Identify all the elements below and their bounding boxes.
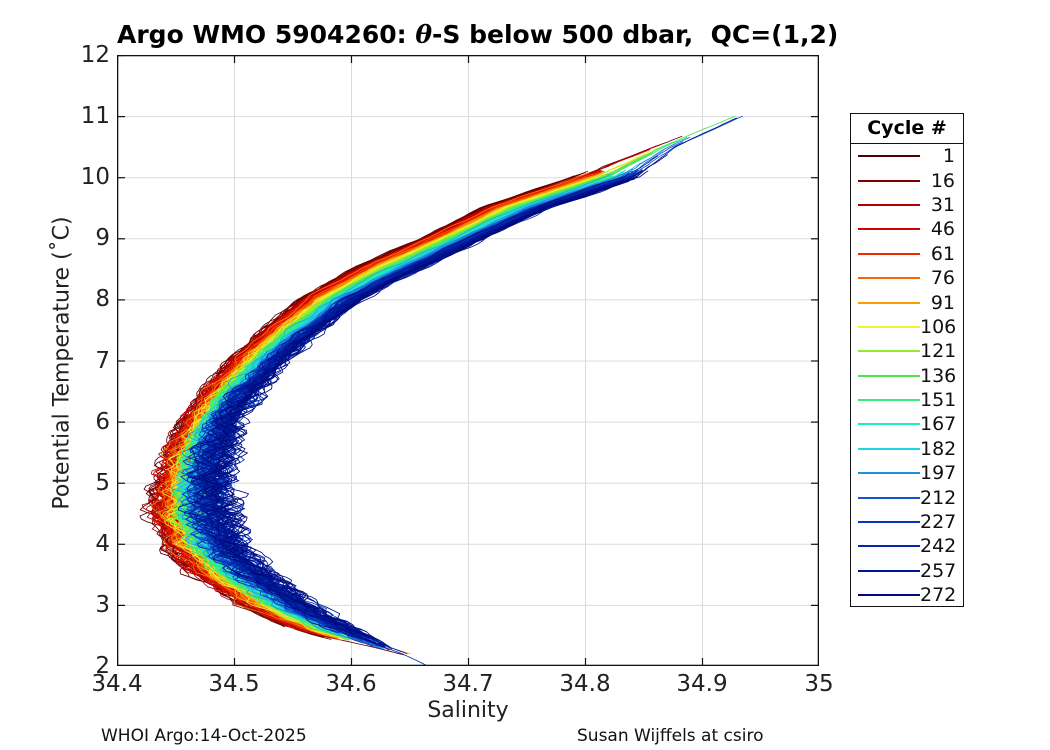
- x-tick-label: 34.6: [325, 671, 377, 697]
- plot-canvas: [117, 55, 819, 666]
- legend-entry: 167: [851, 412, 963, 436]
- legend-line-swatch: [858, 399, 920, 402]
- y-tick-label: 3: [95, 591, 110, 618]
- y-tick-label: 7: [95, 347, 110, 374]
- legend-line-swatch: [858, 496, 920, 499]
- legend-entry-label: 197: [920, 462, 957, 485]
- legend-line-swatch: [858, 594, 920, 597]
- legend-entry-label: 242: [920, 535, 957, 558]
- x-tick-label: 34.8: [559, 671, 611, 697]
- legend-entry: 197: [851, 461, 963, 485]
- legend-title: Cycle #: [851, 114, 963, 144]
- x-tick-label: 34.9: [676, 671, 728, 697]
- legend-line-swatch: [858, 423, 920, 426]
- legend-entry-label: 136: [920, 364, 957, 387]
- legend-entries: 1 16 31 46 61 76 91 106 121 136 151 167 182 197 212 227…: [851, 144, 963, 607]
- theta-symbol: θ: [415, 20, 433, 49]
- y-tick-label: 9: [95, 225, 110, 252]
- legend-line-swatch: [858, 179, 920, 182]
- legend-line-swatch: [858, 203, 920, 206]
- x-tick-label: 34.4: [91, 671, 143, 697]
- legend-entry-label: 227: [920, 511, 957, 534]
- chart-title-prefix: Argo WMO 5904260:: [117, 20, 416, 49]
- legend-entry-label: 91: [930, 291, 955, 314]
- legend-entry-label: 257: [920, 559, 957, 582]
- legend-entry-label: 106: [920, 315, 957, 338]
- legend-line-swatch: [858, 472, 920, 475]
- legend-line-swatch: [858, 545, 920, 548]
- y-tick-label: 11: [80, 103, 110, 130]
- legend-entry: 242: [851, 534, 963, 558]
- legend-entry-label: 151: [920, 389, 957, 412]
- y-tick-label: 6: [95, 408, 110, 435]
- legend-entry: 1: [851, 144, 963, 168]
- legend-entry: 257: [851, 559, 963, 583]
- legend-line-swatch: [858, 277, 920, 280]
- y-tick-label: 12: [80, 42, 110, 68]
- legend-entry-label: 167: [920, 413, 957, 436]
- legend-entry-label: 76: [930, 267, 955, 290]
- legend-entry-label: 31: [930, 193, 955, 216]
- legend-entry: 136: [851, 364, 963, 388]
- legend-line-swatch: [858, 301, 920, 304]
- legend-entry-label: 46: [930, 218, 955, 241]
- y-tick-label: 5: [95, 469, 110, 496]
- legend-entry: 46: [851, 217, 963, 241]
- legend-line-swatch: [858, 569, 920, 572]
- y-tick-label: 2: [95, 653, 110, 679]
- chart-title-suffix: -S below 500 dbar, QC=(1,2): [432, 20, 839, 49]
- chart-title: Argo WMO 5904260: θ-S below 500 dbar, QC…: [117, 20, 838, 49]
- legend-entry: 151: [851, 388, 963, 412]
- legend-entry: 31: [851, 193, 963, 217]
- legend-entry-label: 121: [920, 340, 957, 363]
- legend-line-swatch: [858, 447, 920, 450]
- x-tick-label: 35: [804, 671, 834, 697]
- legend-entry: 212: [851, 485, 963, 509]
- legend-line-swatch: [858, 155, 920, 158]
- legend-line-swatch: [858, 228, 920, 231]
- legend: Cycle # 1 16 31 46 61 76 91 106 121 136 151 167 182 1…: [850, 113, 964, 607]
- legend-entry: 61: [851, 242, 963, 266]
- legend-entry: 106: [851, 315, 963, 339]
- footer-credit: Susan Wijffels at csiro: [577, 726, 764, 746]
- legend-entry-label: 212: [920, 486, 957, 509]
- footer-source-date: WHOI Argo:14-Oct-2025: [101, 726, 307, 746]
- legend-entry-label: 272: [920, 584, 957, 607]
- legend-entry: 182: [851, 437, 963, 461]
- x-axis-label: Salinity: [427, 698, 509, 723]
- y-tick-label: 8: [95, 286, 110, 313]
- legend-line-swatch: [858, 252, 920, 255]
- x-tick-label: 34.7: [442, 671, 494, 697]
- legend-entry: 91: [851, 290, 963, 314]
- legend-entry-label: 1: [942, 145, 955, 168]
- legend-entry-label: 61: [930, 242, 955, 265]
- legend-entry: 227: [851, 510, 963, 534]
- legend-line-swatch: [858, 325, 920, 328]
- legend-entry-label: 182: [920, 437, 957, 460]
- legend-line-swatch: [858, 374, 920, 377]
- legend-entry: 121: [851, 339, 963, 363]
- legend-line-swatch: [858, 521, 920, 524]
- y-tick-label: 4: [95, 530, 110, 557]
- legend-entry: 16: [851, 168, 963, 192]
- legend-entry: 76: [851, 266, 963, 290]
- x-tick-label: 34.5: [208, 671, 260, 697]
- legend-entry-label: 16: [930, 169, 955, 192]
- legend-line-swatch: [858, 350, 920, 353]
- y-tick-label: 10: [80, 164, 110, 191]
- legend-entry: 272: [851, 583, 963, 607]
